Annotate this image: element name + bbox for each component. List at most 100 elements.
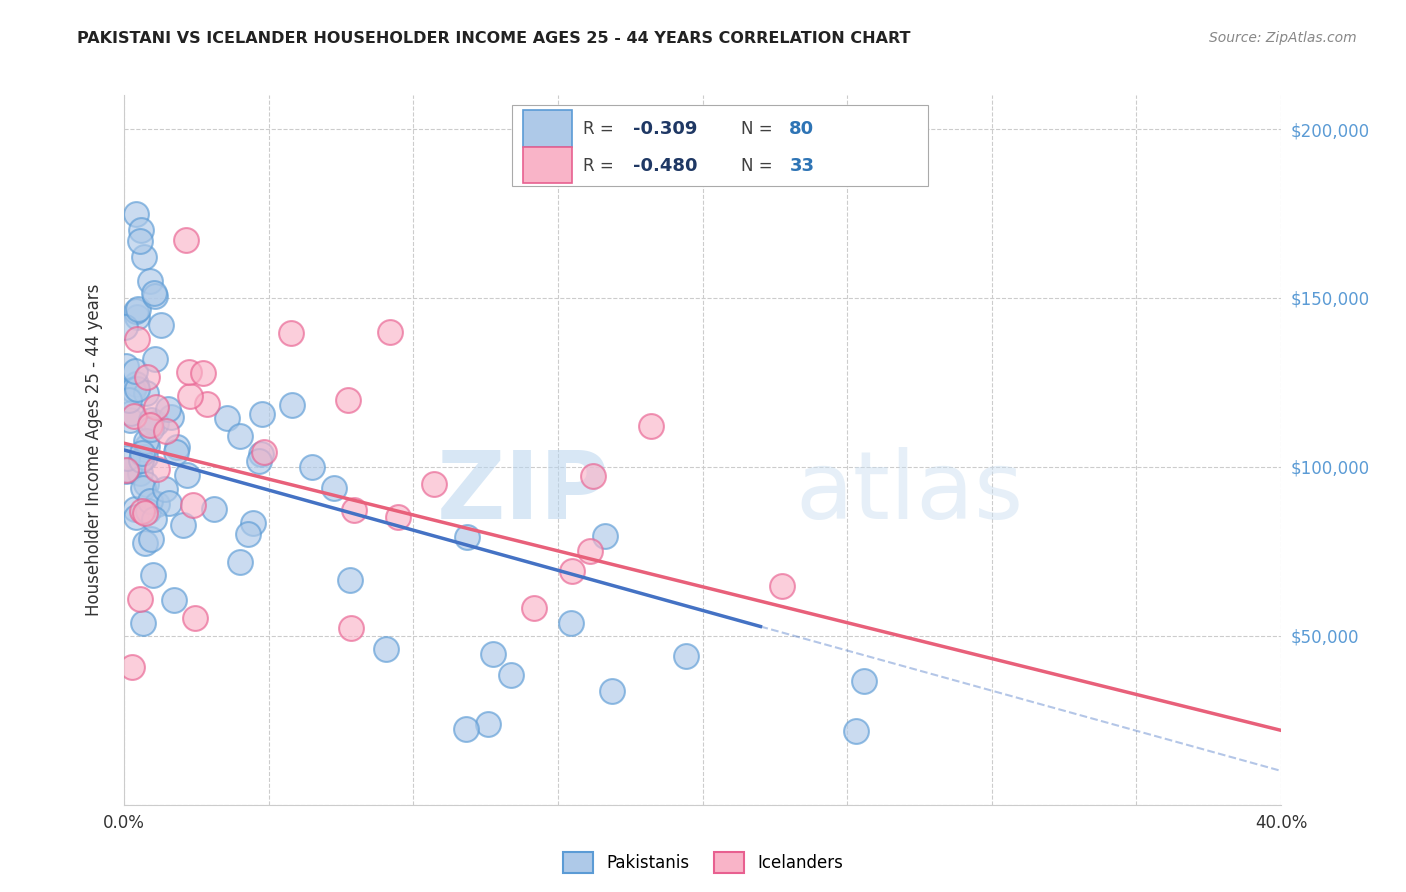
Point [202,502,225,516]
Point [135,439,157,453]
Point [770,579,793,593]
Point [124,501,146,516]
Point [142,285,165,300]
Point [125,206,148,220]
Point [157,496,180,510]
Point [145,462,167,476]
Point [145,400,167,414]
Point [179,389,201,403]
Point [845,723,868,738]
Text: N =: N = [741,120,778,138]
Point [127,332,149,346]
Point [131,504,153,518]
Point [139,274,162,288]
Text: -0.309: -0.309 [633,120,697,138]
Text: N =: N = [741,157,778,175]
Point [118,392,141,407]
Point [139,422,162,436]
Point [172,517,194,532]
Point [139,533,162,547]
Text: atlas: atlas [796,447,1024,539]
Point [281,399,304,413]
Point [159,409,181,424]
Point [578,543,600,558]
Point [183,611,205,625]
Point [125,310,148,325]
Point [153,482,176,496]
Point [122,384,145,398]
Point [131,223,153,237]
Point [163,593,186,607]
Point [127,302,149,317]
Point [122,409,145,423]
Point [145,417,167,431]
Point [166,441,188,455]
Text: ZIP: ZIP [437,447,610,539]
Point [560,615,582,630]
Point [339,573,361,587]
Text: -0.480: -0.480 [633,157,697,175]
FancyBboxPatch shape [523,146,572,184]
Point [142,567,165,582]
Point [115,463,138,477]
Point [374,642,396,657]
Point [343,503,366,517]
Point [114,464,136,478]
Point [155,424,177,438]
Point [125,304,148,318]
FancyBboxPatch shape [523,110,572,146]
Point [852,673,875,688]
Point [481,647,503,661]
Point [174,233,197,247]
Point [228,555,250,569]
Point [249,447,271,461]
Point [135,477,157,491]
FancyBboxPatch shape [512,104,928,186]
Point [114,359,136,373]
Point [253,445,276,459]
Point [561,564,583,578]
Point [600,684,623,698]
Point [135,385,157,400]
Point [640,418,662,433]
Point [177,365,200,379]
Point [454,723,477,737]
Point [593,529,616,543]
Point [146,497,169,511]
Point [157,401,180,416]
Point [134,450,156,464]
Point [132,616,155,631]
Point [128,234,150,248]
Point [380,325,402,339]
Point [136,503,159,517]
Point [423,477,446,491]
Point [145,351,167,366]
Point [143,289,166,303]
Point [139,418,162,433]
Point [456,530,478,544]
Point [242,516,264,530]
Point [135,434,157,449]
Point [134,536,156,550]
Point [181,498,204,512]
Point [131,453,153,467]
Point [115,450,138,465]
Point [323,482,346,496]
Point [134,506,156,520]
Point [165,445,187,459]
Text: 33: 33 [789,157,814,175]
Point [238,526,260,541]
Point [125,510,148,524]
Y-axis label: Householder Income Ages 25 - 44 years: Householder Income Ages 25 - 44 years [86,284,103,616]
Legend: Pakistanis, Icelanders: Pakistanis, Icelanders [555,846,851,880]
Point [124,364,146,378]
Point [139,493,162,508]
Point [125,383,148,397]
Point [247,453,270,467]
Point [301,459,323,474]
Point [675,648,697,663]
Point [191,366,214,380]
Text: R =: R = [583,120,620,138]
Point [121,659,143,673]
Point [142,512,165,526]
